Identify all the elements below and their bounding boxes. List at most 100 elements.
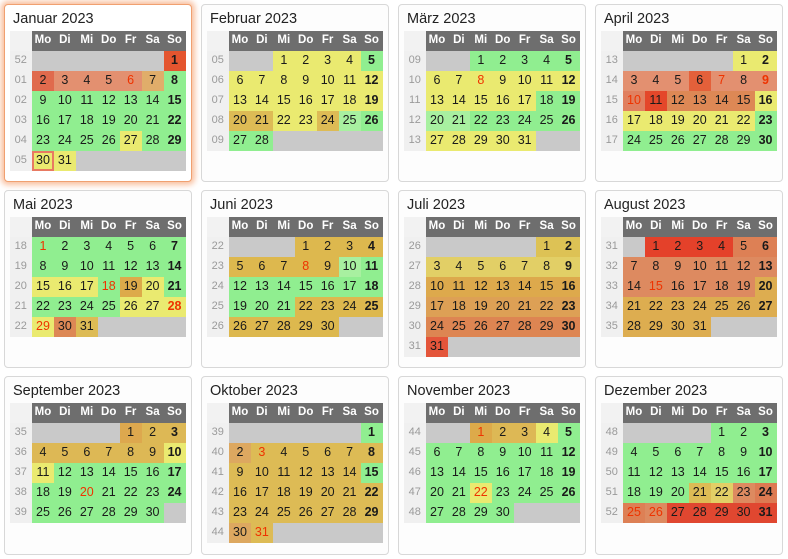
- day-cell[interactable]: 5: [53, 442, 76, 463]
- day-cell[interactable]: 17: [53, 110, 76, 131]
- day-cell[interactable]: 2: [32, 70, 54, 91]
- day-cell[interactable]: 8: [644, 256, 667, 277]
- day-cell[interactable]: 2: [491, 422, 514, 443]
- day-cell[interactable]: 27: [250, 316, 273, 337]
- day-cell[interactable]: 29: [294, 316, 317, 337]
- day-cell[interactable]: 28: [250, 130, 273, 151]
- day-cell[interactable]: 12: [119, 256, 142, 277]
- day-cell[interactable]: 10: [513, 70, 536, 91]
- day-cell[interactable]: 17: [316, 90, 339, 111]
- day-cell[interactable]: 9: [229, 462, 251, 483]
- day-cell[interactable]: 1: [32, 236, 54, 257]
- day-cell[interactable]: 9: [557, 256, 580, 277]
- day-cell[interactable]: 22: [119, 482, 142, 503]
- day-cell[interactable]: 8: [469, 442, 492, 463]
- day-cell[interactable]: 18: [272, 482, 295, 503]
- day-cell[interactable]: 5: [360, 50, 383, 71]
- day-cell[interactable]: 29: [163, 130, 186, 151]
- day-cell[interactable]: 26: [294, 502, 317, 523]
- day-cell[interactable]: 1: [163, 50, 186, 71]
- day-cell[interactable]: 1: [710, 422, 733, 443]
- day-cell[interactable]: 6: [316, 442, 339, 463]
- day-cell[interactable]: 5: [97, 70, 120, 91]
- day-cell[interactable]: 12: [557, 70, 580, 91]
- day-cell[interactable]: 30: [666, 316, 689, 337]
- day-cell[interactable]: 18: [535, 90, 558, 111]
- day-cell[interactable]: 13: [75, 462, 98, 483]
- day-cell[interactable]: 15: [294, 276, 317, 297]
- day-cell[interactable]: 26: [557, 482, 580, 503]
- day-cell[interactable]: 12: [644, 462, 667, 483]
- day-cell[interactable]: 22: [272, 110, 295, 131]
- day-cell[interactable]: 19: [469, 296, 492, 317]
- day-cell[interactable]: 19: [666, 110, 689, 131]
- day-cell[interactable]: 29: [469, 130, 492, 151]
- day-cell[interactable]: 19: [732, 276, 755, 297]
- day-cell[interactable]: 20: [426, 482, 448, 503]
- day-cell[interactable]: 21: [141, 110, 164, 131]
- day-cell[interactable]: 29: [360, 502, 383, 523]
- day-cell[interactable]: 8: [710, 442, 733, 463]
- day-cell[interactable]: 25: [272, 502, 295, 523]
- day-cell[interactable]: 12: [97, 90, 120, 111]
- day-cell[interactable]: 3: [75, 236, 98, 257]
- day-cell[interactable]: 21: [447, 110, 470, 131]
- day-cell[interactable]: 28: [623, 316, 645, 337]
- day-cell[interactable]: 3: [163, 422, 186, 443]
- day-cell[interactable]: 19: [229, 296, 251, 317]
- day-cell[interactable]: 16: [229, 482, 251, 503]
- day-cell[interactable]: 20: [250, 296, 273, 317]
- day-cell[interactable]: 10: [338, 256, 361, 277]
- day-cell[interactable]: 22: [469, 482, 492, 503]
- day-cell[interactable]: 5: [557, 50, 580, 71]
- day-cell[interactable]: 11: [75, 90, 98, 111]
- day-cell[interactable]: 7: [447, 442, 470, 463]
- day-cell[interactable]: 8: [294, 256, 317, 277]
- day-cell[interactable]: 23: [491, 482, 514, 503]
- day-cell[interactable]: 24: [316, 110, 339, 131]
- day-cell[interactable]: 3: [513, 50, 536, 71]
- day-cell[interactable]: 23: [316, 296, 339, 317]
- day-cell[interactable]: 8: [469, 70, 492, 91]
- day-cell[interactable]: 12: [294, 462, 317, 483]
- day-cell[interactable]: 21: [338, 482, 361, 503]
- day-cell[interactable]: 1: [732, 50, 755, 71]
- day-cell[interactable]: 4: [75, 70, 98, 91]
- day-cell[interactable]: 22: [535, 296, 558, 317]
- day-cell[interactable]: 30: [316, 316, 339, 337]
- day-cell[interactable]: 19: [644, 482, 667, 503]
- day-cell[interactable]: 19: [557, 462, 580, 483]
- day-cell[interactable]: 21: [163, 276, 186, 297]
- day-cell[interactable]: 28: [97, 502, 120, 523]
- day-cell[interactable]: 27: [141, 296, 164, 317]
- day-cell[interactable]: 5: [732, 236, 755, 257]
- day-cell[interactable]: 9: [754, 70, 777, 91]
- day-cell[interactable]: 25: [644, 130, 667, 151]
- day-cell[interactable]: 31: [75, 316, 98, 337]
- day-cell[interactable]: 15: [535, 276, 558, 297]
- day-cell[interactable]: 18: [644, 110, 667, 131]
- day-cell[interactable]: 22: [710, 482, 733, 503]
- day-cell[interactable]: 22: [294, 296, 317, 317]
- day-cell[interactable]: 7: [163, 236, 186, 257]
- day-cell[interactable]: 31: [513, 130, 536, 151]
- day-cell[interactable]: 13: [688, 90, 711, 111]
- day-cell[interactable]: 22: [732, 110, 755, 131]
- day-cell[interactable]: 23: [732, 482, 755, 503]
- day-cell[interactable]: 24: [623, 130, 645, 151]
- day-cell[interactable]: 12: [469, 276, 492, 297]
- day-cell[interactable]: 25: [75, 130, 98, 151]
- day-cell[interactable]: 25: [97, 296, 120, 317]
- day-cell[interactable]: 19: [53, 482, 76, 503]
- day-cell[interactable]: 24: [513, 482, 536, 503]
- day-cell[interactable]: 26: [53, 502, 76, 523]
- day-cell[interactable]: 9: [53, 256, 76, 277]
- day-cell[interactable]: 30: [491, 130, 514, 151]
- day-cell[interactable]: 6: [250, 256, 273, 277]
- day-cell[interactable]: 1: [272, 50, 295, 71]
- day-cell[interactable]: 16: [557, 276, 580, 297]
- day-cell[interactable]: 18: [97, 276, 120, 297]
- day-cell[interactable]: 9: [666, 256, 689, 277]
- day-cell[interactable]: 6: [229, 70, 251, 91]
- day-cell[interactable]: 29: [535, 316, 558, 337]
